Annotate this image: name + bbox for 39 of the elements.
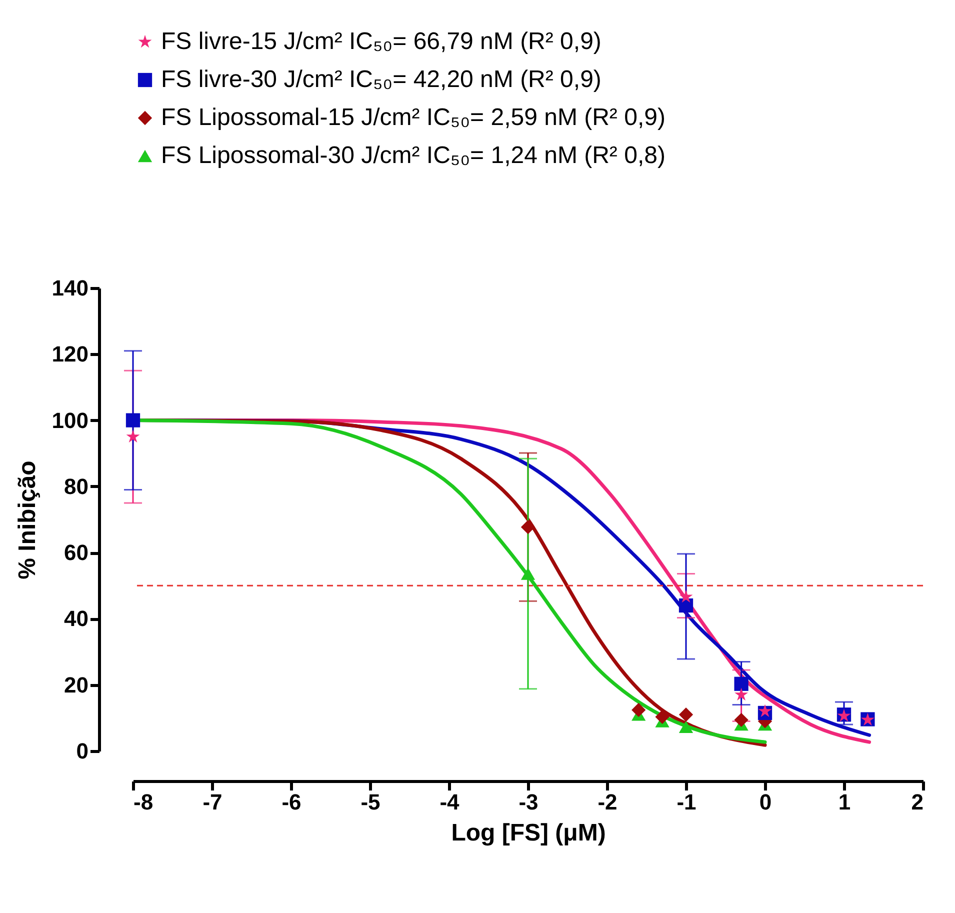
x-tick-label: -1	[676, 790, 696, 814]
x-tick-label: 2	[911, 790, 924, 814]
x-tick-label: -4	[440, 790, 460, 814]
y-tick-label: 80	[64, 474, 88, 499]
point	[734, 676, 748, 691]
legend-label: FS livre-15 J/cm² IC₅₀= 66,79 nM (R² 0,9)	[161, 28, 602, 55]
point	[678, 720, 694, 733]
y-tick-label: 60	[64, 540, 88, 566]
legend-label: FS livre-30 J/cm² IC₅₀= 42,20 nM (R² 0,9)	[161, 66, 602, 93]
y-tick-label: 20	[64, 672, 88, 698]
point	[632, 702, 646, 718]
x-tick-label: -6	[282, 790, 302, 814]
point	[678, 598, 694, 613]
y-tick-label: 140	[52, 276, 88, 300]
point	[655, 710, 670, 724]
y-tick-label: 120	[52, 342, 88, 367]
x-tick-label: -2	[598, 790, 618, 814]
x-tick-label: -7	[202, 790, 222, 814]
y-tick-label: 0	[76, 738, 88, 764]
x-tick-label: -8	[134, 790, 154, 814]
x-axis-title: Log [FS] (μM)	[451, 820, 606, 846]
point	[734, 712, 748, 727]
x-tick-label: -5	[360, 790, 380, 814]
y-tick-label: 40	[64, 606, 88, 632]
point	[679, 590, 693, 603]
y-tick-label: 100	[52, 408, 88, 433]
legend-label: FS Lipossomal-30 J/cm² IC₅₀= 1,24 nM (R² 0,8)	[161, 142, 666, 169]
y-axis-title: % Inibição	[14, 460, 41, 580]
point	[758, 704, 772, 718]
legend-label: FS Lipossomal-15 J/cm² IC₅₀= 2,59 nM (R² 0,9)	[161, 104, 666, 131]
x-tick-label: -3	[518, 790, 538, 814]
x-tick-label: 0	[759, 790, 772, 814]
point	[520, 568, 536, 580]
point	[126, 413, 140, 428]
point	[734, 688, 748, 701]
x-tick-label: 1	[838, 790, 851, 814]
point	[126, 430, 140, 443]
point	[520, 520, 536, 534]
point	[678, 708, 694, 722]
